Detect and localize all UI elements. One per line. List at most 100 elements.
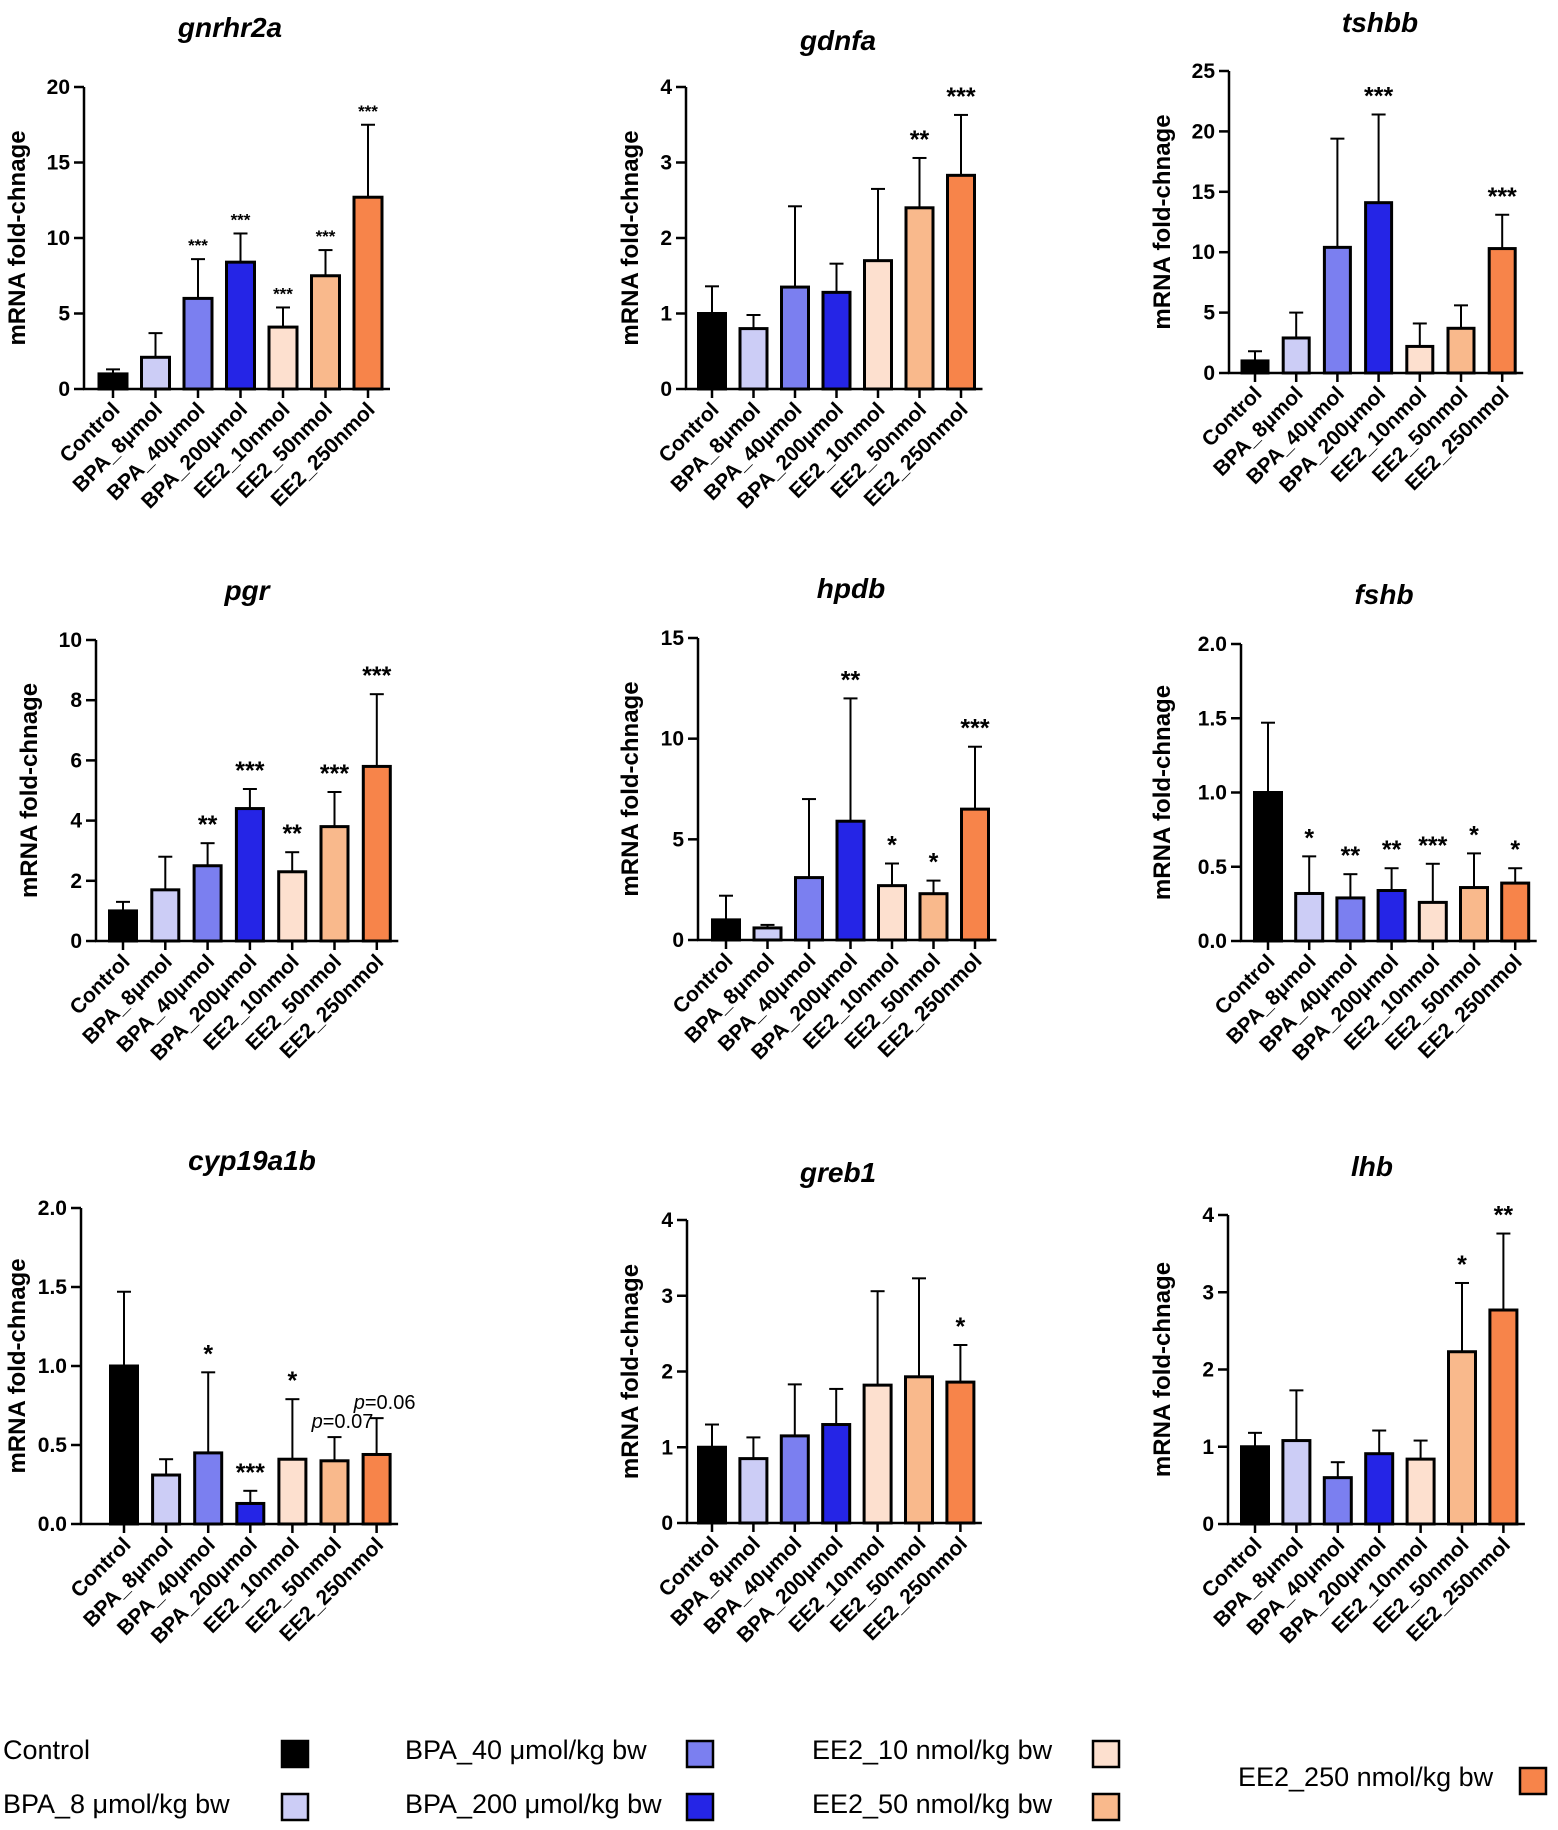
bar-EE2_50nmol xyxy=(1459,886,1489,943)
significance-marker: *** xyxy=(1418,832,1447,860)
significance-marker: *** xyxy=(316,227,336,246)
chart-title: fshb xyxy=(1354,579,1413,610)
y-tick-label: 0.5 xyxy=(38,1434,68,1457)
legend-label: BPA_200 μmol/kg bw xyxy=(405,1789,662,1819)
bar-EE2_10nmol xyxy=(267,325,299,391)
significance-marker: *** xyxy=(236,1459,265,1487)
chart-title: cyp19a1b xyxy=(188,1145,316,1176)
bar-EE2_50nmol xyxy=(1447,1350,1477,1526)
y-tick-label: 2 xyxy=(660,227,672,250)
bar-Control xyxy=(1240,1445,1270,1526)
legend-item: EE2_250 nmol/kg bw xyxy=(1238,1762,1548,1796)
legend-swatch xyxy=(280,1739,310,1769)
y-axis-label: mRNA fold-chnage xyxy=(617,1264,644,1479)
significance-marker: *** xyxy=(1364,82,1393,110)
bar-BPA_40μmol xyxy=(1322,1476,1353,1526)
y-axis-label: mRNA fold-chnage xyxy=(16,683,43,898)
y-axis-label: mRNA fold-chnage xyxy=(1149,114,1176,329)
legend: Control BPA_8 μmol/kg bw BPA_40 μmol/kg bw… xyxy=(3,1735,1548,1822)
y-tick-label: 10 xyxy=(59,629,82,652)
significance-marker: * xyxy=(1469,821,1479,849)
y-tick-label: 10 xyxy=(47,227,70,250)
y-tick-label: 1 xyxy=(1202,1436,1214,1459)
significance-marker: *** xyxy=(231,210,251,229)
bar-BPA_200μmol xyxy=(835,819,866,942)
bar-BPA_200μmol xyxy=(234,807,265,943)
bar-Control xyxy=(697,312,727,391)
legend-label: EE2_50 nmol/kg bw xyxy=(812,1789,1053,1819)
significance-marker: * xyxy=(203,1340,213,1368)
p-value-label: p=0.06 xyxy=(353,1392,416,1414)
chart-title: hpdb xyxy=(817,573,885,604)
bar-EE2_250nmol xyxy=(946,173,976,391)
bar-BPA_40μmol xyxy=(780,285,810,391)
y-tick-label: 1 xyxy=(660,303,672,326)
y-tick-label: 25 xyxy=(1192,60,1216,83)
y-axis-label: mRNA fold-chnage xyxy=(4,130,31,345)
significance-marker: ** xyxy=(1494,1202,1514,1230)
chart-title: pgr xyxy=(223,575,271,606)
bar-EE2_50nmol xyxy=(1446,326,1476,375)
legend-item: EE2_50 nmol/kg bw xyxy=(812,1789,1121,1822)
legend-swatch xyxy=(1091,1739,1121,1769)
bar-BPA_8μmol xyxy=(1294,891,1325,943)
y-tick-label: 6 xyxy=(70,749,82,772)
bar-BPA_200μmol xyxy=(235,1501,266,1526)
y-tick-label: 1.0 xyxy=(1198,782,1227,805)
legend-item: BPA_40 μmol/kg bw xyxy=(405,1735,715,1769)
y-tick-label: 8 xyxy=(70,689,82,712)
significance-marker: ** xyxy=(910,126,930,154)
y-tick-label: 20 xyxy=(47,76,70,99)
significance-marker: * xyxy=(887,831,897,859)
bar-EE2_10nmol xyxy=(862,1383,893,1525)
y-tick-label: 4 xyxy=(661,1209,673,1232)
y-axis-label: mRNA fold-chnage xyxy=(4,1258,31,1473)
bar-BPA_40μmol xyxy=(1322,245,1352,375)
chart-title: gnrhr2a xyxy=(177,12,282,43)
legend-swatch xyxy=(280,1792,310,1822)
bar-EE2_50nmol xyxy=(904,206,935,391)
y-tick-label: 0.0 xyxy=(38,1513,67,1536)
legend-label: EE2_10 nmol/kg bw xyxy=(812,1735,1053,1765)
y-tick-label: 0 xyxy=(672,929,684,952)
y-tick-label: 4 xyxy=(660,76,672,99)
bar-BPA_8μmol xyxy=(738,327,769,391)
bar-BPA_200μmol xyxy=(821,1423,852,1525)
bar-EE2_250nmol xyxy=(352,195,384,391)
bar-EE2_250nmol xyxy=(960,807,990,942)
bar-EE2_10nmol xyxy=(1417,900,1448,943)
bar-EE2_50nmol xyxy=(319,825,350,943)
bar-BPA_200μmol xyxy=(1376,889,1407,943)
y-tick-label: 4 xyxy=(1202,1204,1214,1227)
y-tick-label: 10 xyxy=(661,728,684,751)
bar-EE2_10nmol xyxy=(863,259,893,391)
legend-item: BPA_200 μmol/kg bw xyxy=(405,1789,715,1822)
legend-swatch xyxy=(685,1739,715,1769)
bar-BPA_40μmol xyxy=(794,876,824,942)
bar-EE2_50nmol xyxy=(918,892,949,942)
bar-EE2_10nmol xyxy=(277,870,308,943)
significance-marker: * xyxy=(1304,824,1314,852)
chart-title: greb1 xyxy=(799,1157,876,1188)
significance-marker: * xyxy=(956,1313,966,1341)
bar-BPA_40μmol xyxy=(193,1451,224,1526)
bar-BPA_8μmol xyxy=(1281,336,1311,375)
bar-BPA_8μmol xyxy=(151,1473,182,1526)
significance-marker: *** xyxy=(1488,183,1517,211)
y-axis-label: mRNA fold-chnage xyxy=(1149,685,1176,900)
bar-EE2_250nmol xyxy=(361,764,392,943)
bar-EE2_10nmol xyxy=(277,1457,308,1526)
y-tick-label: 3 xyxy=(661,1285,673,1308)
legend-swatch xyxy=(1091,1792,1121,1822)
bar-Control xyxy=(711,918,741,942)
significance-marker: ** xyxy=(1341,842,1361,870)
bar-EE2_250nmol xyxy=(1488,1308,1519,1526)
y-tick-label: 4 xyxy=(70,810,82,833)
y-tick-label: 0 xyxy=(1202,1513,1214,1536)
legend-item: Control xyxy=(3,1735,310,1769)
legend-label: EE2_250 nmol/kg bw xyxy=(1238,1762,1494,1792)
